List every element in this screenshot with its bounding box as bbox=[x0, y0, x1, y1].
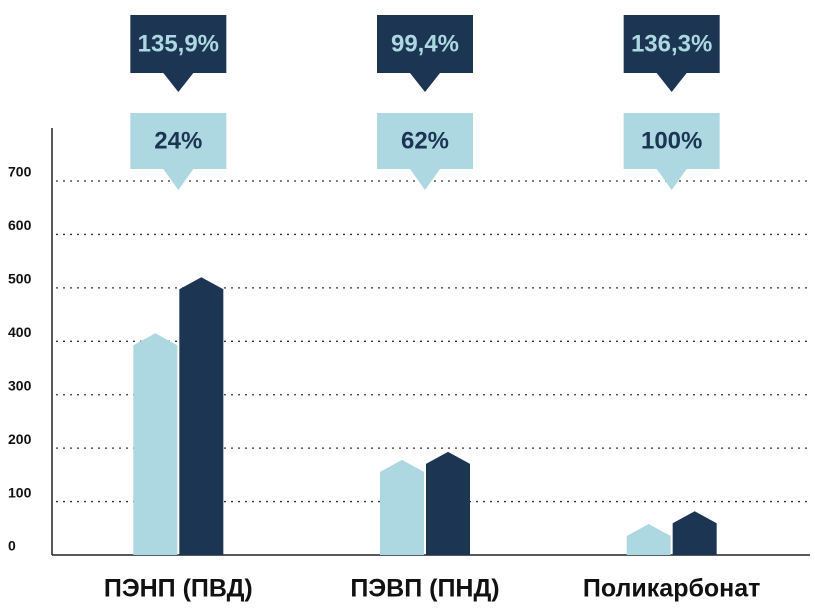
callout-box bbox=[130, 15, 227, 92]
bar bbox=[380, 459, 424, 555]
y-tick-label: 0 bbox=[8, 538, 16, 554]
bar bbox=[133, 333, 178, 555]
bar bbox=[626, 524, 671, 555]
bar bbox=[672, 511, 717, 555]
bar bbox=[179, 277, 224, 555]
callout-box bbox=[623, 113, 720, 190]
y-tick-label: 400 bbox=[8, 324, 32, 340]
callout-label: 136,3% bbox=[631, 30, 712, 57]
y-tick-label: 200 bbox=[8, 431, 32, 447]
x-tick-label: Поликарбонат bbox=[583, 575, 761, 603]
x-tick-label: ПЭВП (ПНД) bbox=[350, 575, 499, 603]
bar bbox=[426, 451, 470, 555]
y-tick-label: 500 bbox=[8, 271, 32, 287]
callout-label: 100% bbox=[641, 127, 702, 154]
y-tick-label: 600 bbox=[8, 217, 32, 233]
y-tick-label: 700 bbox=[8, 164, 32, 180]
callout-box bbox=[377, 15, 473, 92]
x-tick-label: ПЭНП (ПВД) bbox=[104, 575, 253, 603]
callout-box bbox=[623, 15, 720, 92]
callout-label: 24% bbox=[154, 127, 202, 154]
y-tick-label: 100 bbox=[8, 484, 32, 500]
y-tick-label: 300 bbox=[8, 377, 32, 393]
callout-label: 99,4% bbox=[391, 30, 459, 57]
callout-box bbox=[377, 113, 473, 190]
callout-label: 62% bbox=[401, 127, 449, 154]
callout-label: 135,9% bbox=[138, 30, 219, 57]
callout-box bbox=[130, 113, 227, 190]
